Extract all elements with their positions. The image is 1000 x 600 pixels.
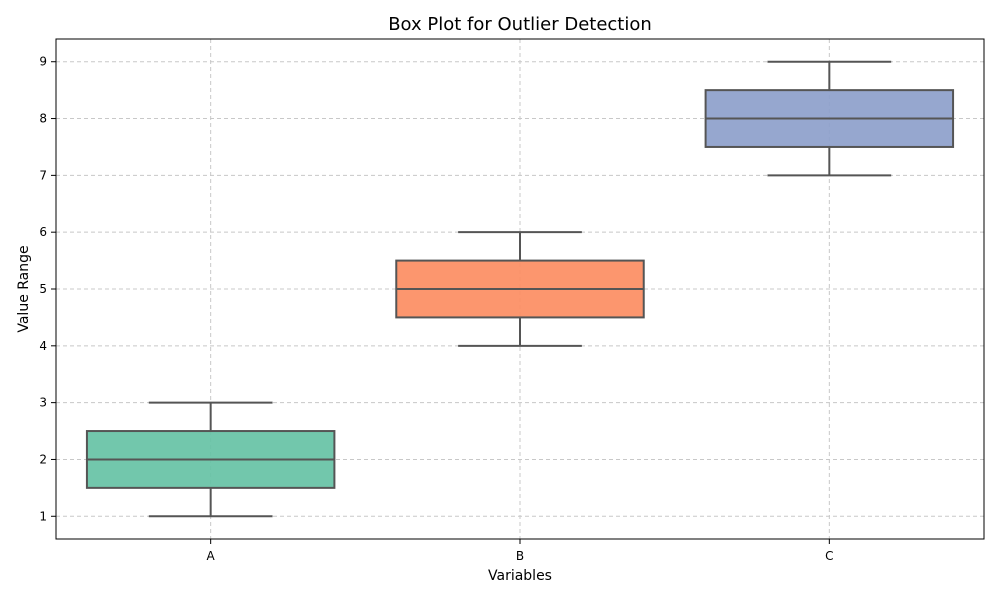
x-tick-label: A — [207, 549, 216, 563]
y-axis-label: Value Range — [16, 245, 32, 332]
x-tick-label: C — [825, 549, 833, 563]
box-group-b — [395, 231, 645, 347]
chart-title: Box Plot for Outlier Detection — [388, 14, 652, 35]
y-tick-label: 8 — [39, 112, 47, 126]
y-tick-label: 1 — [39, 509, 47, 523]
y-tick-label: 7 — [39, 168, 47, 182]
y-tick-label: 3 — [39, 396, 47, 410]
x-axis-label: Variables — [488, 568, 552, 584]
box-group-c — [704, 60, 955, 177]
y-tick-label: 4 — [39, 339, 47, 353]
y-tick-label: 2 — [39, 452, 47, 466]
x-tick-label: B — [516, 549, 524, 563]
y-tick-label: 5 — [39, 282, 47, 296]
axis-layer: 1 2 3 4 5 6 7 8 9 A B C — [39, 38, 985, 563]
y-tick-label: 6 — [39, 225, 47, 239]
box-group-a — [85, 401, 336, 518]
y-tick-label: 9 — [39, 55, 47, 69]
box-layer — [85, 60, 955, 518]
